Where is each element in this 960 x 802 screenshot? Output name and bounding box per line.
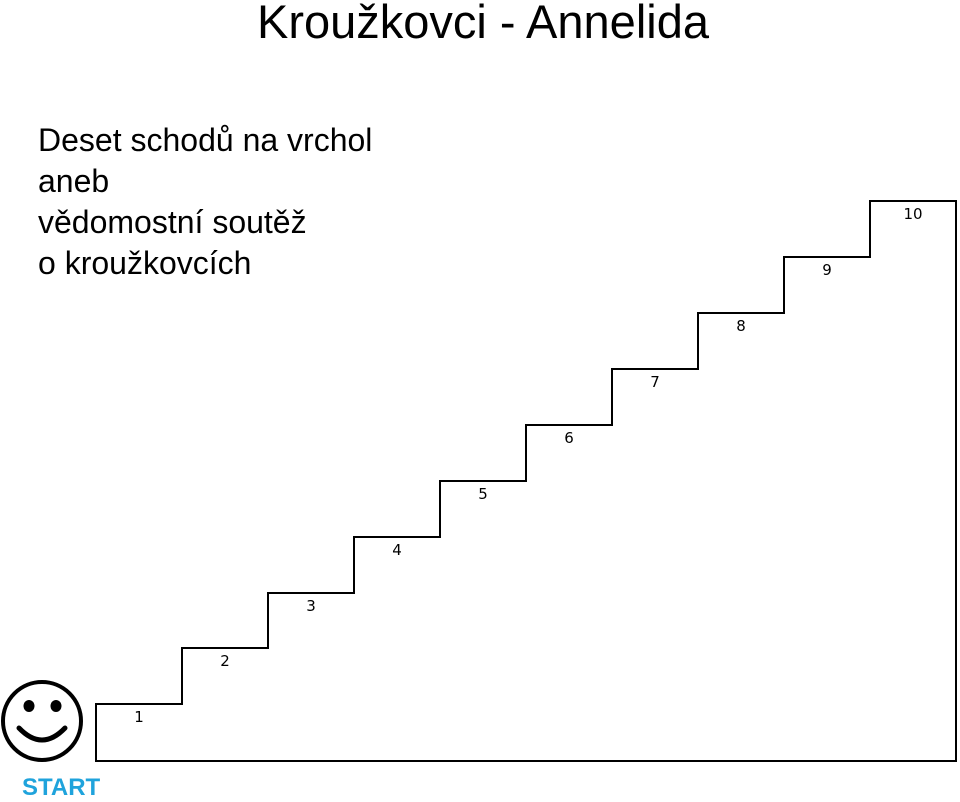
smiley-face-icon bbox=[1, 680, 83, 762]
step-label-10[interactable]: 10 bbox=[903, 205, 922, 223]
step-label-2[interactable]: 2 bbox=[220, 652, 230, 670]
step-label-6[interactable]: 6 bbox=[564, 429, 574, 447]
staircase-outline bbox=[95, 200, 957, 762]
subtitle-line-4: o kroužkovcích bbox=[38, 245, 252, 281]
step-label-8[interactable]: 8 bbox=[736, 317, 746, 335]
step-label-7[interactable]: 7 bbox=[650, 373, 660, 391]
step-label-9[interactable]: 9 bbox=[822, 261, 832, 279]
start-label: START bbox=[22, 774, 101, 801]
subtitle: Deset schodů na vrchol aneb vědomostní s… bbox=[38, 120, 372, 284]
step-label-4[interactable]: 4 bbox=[392, 541, 402, 559]
step-label-3[interactable]: 3 bbox=[306, 597, 316, 615]
subtitle-line-1: Deset schodů na vrchol bbox=[38, 122, 373, 158]
step-label-5[interactable]: 5 bbox=[478, 485, 488, 503]
step-label-1[interactable]: 1 bbox=[134, 708, 144, 726]
subtitle-line-3: vědomostní soutěž bbox=[38, 204, 307, 240]
subtitle-line-2: aneb bbox=[38, 163, 110, 199]
page-title: Kroužkovci - Annelida bbox=[257, 0, 709, 48]
